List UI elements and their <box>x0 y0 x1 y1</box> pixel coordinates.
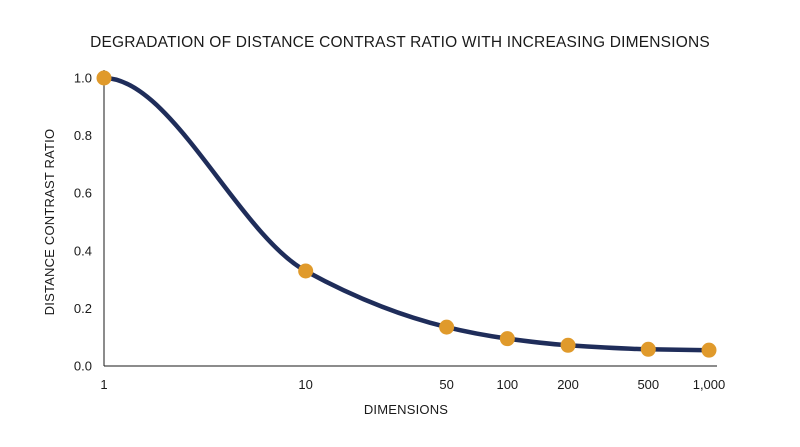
x-tick-label: 10 <box>298 377 312 392</box>
y-tick-label: 0.0 <box>74 359 92 374</box>
x-tick-label: 1 <box>100 377 107 392</box>
axes <box>103 70 717 367</box>
x-tick-label: 500 <box>637 377 659 392</box>
x-tick-label: 1,000 <box>693 377 726 392</box>
x-axis-label: DIMENSIONS <box>364 402 448 417</box>
y-tick-label: 0.6 <box>74 186 92 201</box>
x-tick-label: 100 <box>496 377 518 392</box>
y-tick-label: 1.0 <box>74 71 92 86</box>
y-tick-labels: 0.0 0.2 0.4 0.6 0.8 1.0 <box>74 71 92 374</box>
chart-title: DEGRADATION OF DISTANCE CONTRAST RATIO W… <box>90 34 710 51</box>
data-point <box>298 263 314 279</box>
data-point <box>96 70 112 86</box>
data-point <box>701 342 717 358</box>
data-point <box>560 337 576 353</box>
y-tick-label: 0.8 <box>74 128 92 143</box>
data-markers <box>96 70 717 358</box>
data-point <box>439 319 455 335</box>
series-line <box>101 75 712 353</box>
x-tick-label: 200 <box>557 377 579 392</box>
y-axis-label: DISTANCE CONTRAST RATIO <box>42 129 57 316</box>
y-tick-label: 0.2 <box>74 301 92 316</box>
data-point <box>640 341 656 357</box>
x-tick-label: 50 <box>439 377 453 392</box>
data-point <box>499 331 515 347</box>
x-tick-labels: 1 10 50 100 200 500 1,000 <box>100 377 725 392</box>
y-tick-label: 0.4 <box>74 243 92 258</box>
